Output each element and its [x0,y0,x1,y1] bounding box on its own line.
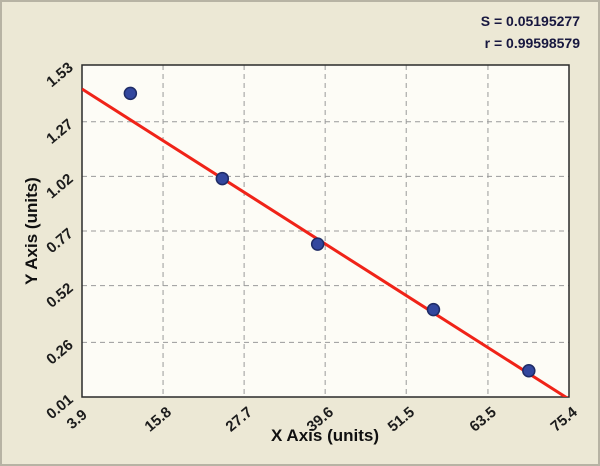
data-point [522,364,536,378]
y-tick-label: 0.77 [43,225,76,257]
x-tick-label: 75.4 [547,403,581,435]
y-tick-label: 1.27 [43,116,76,148]
stat-r-value: r = 0.99598579 [484,35,580,51]
data-point [310,237,325,251]
y-tick-label: 0.52 [43,280,76,312]
x-tick-label: 51.5 [385,404,418,436]
regression-line [82,87,569,397]
y-tick-label: 0.26 [43,336,76,368]
y-axis-title: Y Axis (units) [22,177,41,285]
data-point [426,302,441,317]
data-point [215,171,230,186]
y-tick-label: 1.53 [43,59,76,91]
regression-stats: S = 0.05195277 r = 0.99598579 [481,10,580,54]
data-point [123,86,138,101]
x-tick-label: 63.5 [466,404,499,436]
x-tick-label: 15.8 [142,404,175,436]
stat-s-value: S = 0.05195277 [480,13,580,29]
y-tick-label: 1.02 [43,170,76,202]
x-tick-label: 27.7 [223,404,256,436]
plot-frame [81,64,570,398]
x-axis-title: X Axis (units) [271,426,379,445]
